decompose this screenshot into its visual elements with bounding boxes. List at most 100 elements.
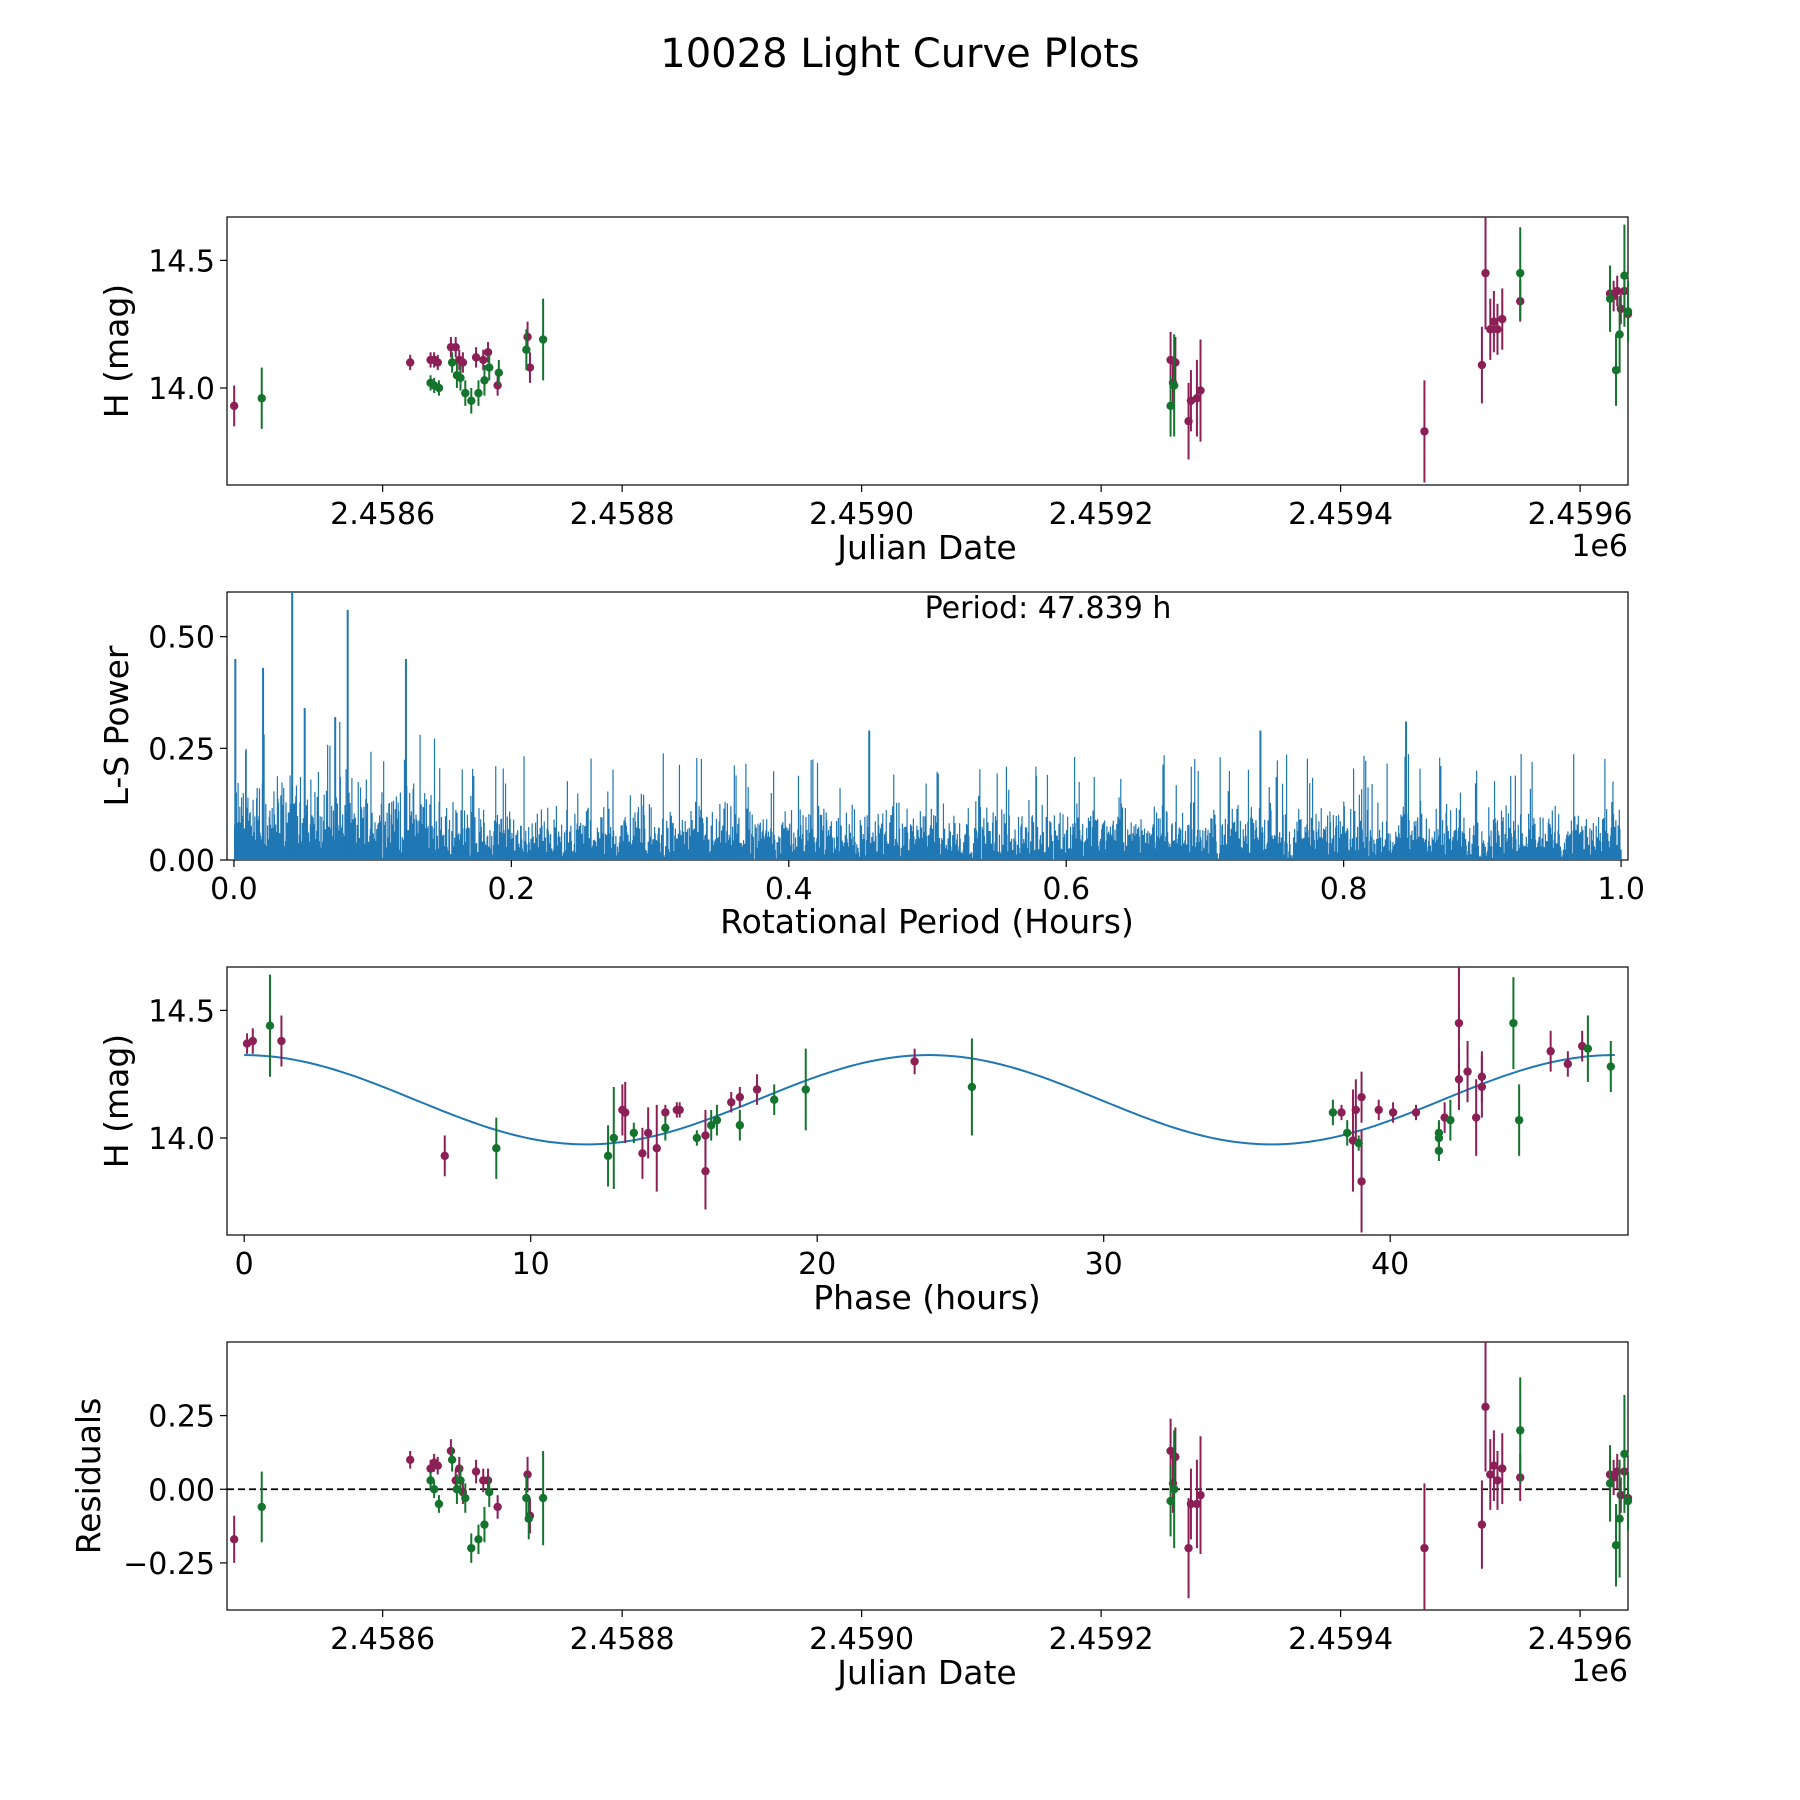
residuals-panel: 2.4586 2.4588 2.4590 2.4592 2.4594 2.4596 0.25… xyxy=(69,1341,1633,1692)
lightcurve-frame xyxy=(226,216,1629,486)
data-point xyxy=(609,1133,618,1143)
x-tick-label: 0.2 xyxy=(488,872,536,907)
x-tick-label: 0.6 xyxy=(1042,872,1090,907)
data-point xyxy=(1620,271,1629,280)
data-point xyxy=(1374,1105,1383,1115)
data-point xyxy=(675,1105,684,1115)
data-point xyxy=(1420,427,1429,436)
data-point xyxy=(967,1082,977,1092)
data-point xyxy=(1328,1108,1338,1117)
data-point xyxy=(1477,360,1487,370)
data-point xyxy=(485,363,494,372)
data-point xyxy=(1606,1062,1616,1071)
data-point xyxy=(621,1108,630,1117)
data-point xyxy=(492,1144,501,1153)
x-tick-label: 2.4588 xyxy=(570,1622,675,1657)
data-point xyxy=(1623,307,1633,316)
lightcurve-xlabel: Julian Date xyxy=(835,528,1017,567)
y-tick-label: 0.50 xyxy=(148,621,215,656)
data-point xyxy=(1486,1470,1495,1479)
data-point xyxy=(446,1446,456,1456)
data-point xyxy=(229,401,239,411)
data-point xyxy=(1471,1113,1481,1122)
data-point xyxy=(538,1493,548,1503)
data-point xyxy=(248,1036,257,1046)
data-point xyxy=(1481,268,1490,278)
phased-frame xyxy=(226,966,1629,1236)
y-tick-label: 0.25 xyxy=(148,1400,215,1435)
data-point xyxy=(458,358,468,367)
x-tick-label: 2.4588 xyxy=(570,497,675,532)
data-point xyxy=(652,1144,661,1153)
data-point xyxy=(474,1535,483,1544)
data-point xyxy=(440,1151,449,1161)
data-point xyxy=(1611,365,1621,375)
periodogram-ylabel: L-S Power xyxy=(97,645,136,806)
data-point xyxy=(1169,1485,1179,1494)
data-point xyxy=(523,1470,532,1479)
y-tick-label: 0.00 xyxy=(148,1473,215,1508)
residuals-marks xyxy=(227,1342,1633,1610)
lightcurve-offset-label: 1e6 xyxy=(1571,529,1628,564)
data-point xyxy=(1477,1520,1487,1529)
data-point xyxy=(1169,381,1179,390)
phased-xlabel: Phase (hours) xyxy=(813,1278,1041,1317)
data-point xyxy=(1434,1146,1444,1155)
data-point xyxy=(1489,317,1499,326)
x-tick-label: 0.0 xyxy=(210,872,258,907)
figure-title: 10028 Light Curve Plots xyxy=(660,31,1139,77)
data-point xyxy=(1509,1018,1518,1028)
data-point xyxy=(265,1021,275,1030)
residuals-xlabel: Julian Date xyxy=(835,1653,1017,1692)
data-point xyxy=(1420,1543,1429,1553)
data-point xyxy=(1605,1479,1615,1488)
x-tick-label: 2.4592 xyxy=(1049,1622,1154,1657)
data-point xyxy=(474,388,483,398)
data-point xyxy=(523,332,532,342)
data-point xyxy=(1463,1067,1472,1076)
data-point xyxy=(485,1487,494,1497)
data-point xyxy=(1615,1514,1624,1523)
x-tick-label: 2.4594 xyxy=(1288,497,1393,532)
x-tick-label: 2.4596 xyxy=(1528,497,1633,532)
data-point xyxy=(456,373,465,382)
data-point xyxy=(706,1121,716,1130)
data-point xyxy=(712,1115,722,1125)
x-tick-label: 20 xyxy=(798,1247,836,1282)
data-point xyxy=(493,381,502,390)
data-point xyxy=(629,1128,639,1138)
data-point xyxy=(461,388,470,398)
y-tick-label: 14.0 xyxy=(148,372,215,407)
data-point xyxy=(1166,1446,1175,1456)
data-point xyxy=(1516,1426,1525,1435)
data-point xyxy=(603,1151,613,1161)
data-point xyxy=(1514,1115,1524,1125)
data-point xyxy=(483,348,493,357)
data-point xyxy=(525,363,535,372)
data-point xyxy=(538,335,548,344)
data-point xyxy=(229,1535,239,1544)
data-point xyxy=(1623,1496,1633,1506)
y-tick-label: 14.5 xyxy=(148,994,215,1029)
data-point xyxy=(661,1108,670,1117)
data-point xyxy=(1171,1452,1180,1462)
residuals-offset-label: 1e6 xyxy=(1571,1654,1628,1689)
data-point xyxy=(1611,1541,1621,1550)
y-tick-label: −0.25 xyxy=(123,1547,215,1582)
data-point xyxy=(480,1520,489,1529)
period-annotation: Period: 47.839 h xyxy=(925,591,1172,626)
data-point xyxy=(1354,1138,1363,1148)
data-point xyxy=(433,1461,442,1470)
data-point xyxy=(1337,1108,1346,1117)
data-point xyxy=(451,342,460,352)
data-point xyxy=(1388,1108,1398,1117)
y-tick-label: 14.0 xyxy=(148,1122,215,1157)
data-point xyxy=(1192,1499,1202,1509)
data-point xyxy=(643,1128,653,1138)
data-point xyxy=(727,1098,736,1107)
phased-ylabel: H (mag) xyxy=(97,1034,136,1168)
data-point xyxy=(701,1166,710,1176)
data-point xyxy=(801,1085,810,1094)
data-point xyxy=(471,1467,481,1476)
